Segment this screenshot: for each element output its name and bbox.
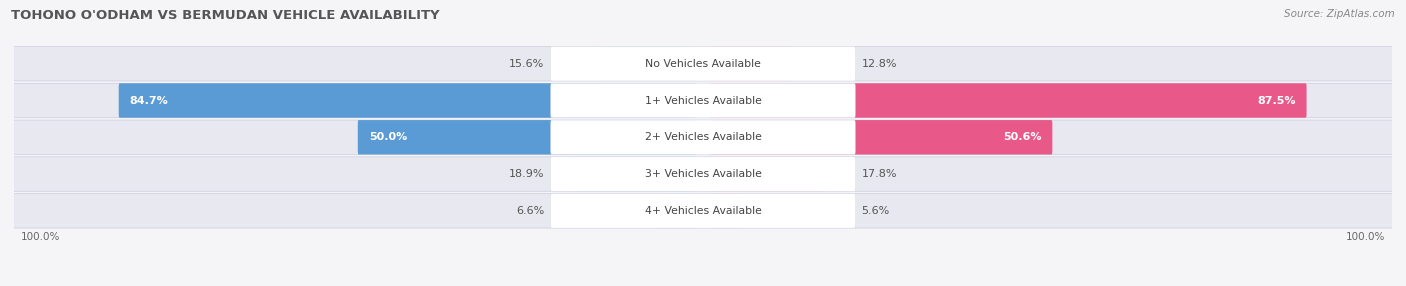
FancyBboxPatch shape [551, 157, 855, 191]
Text: 87.5%: 87.5% [1257, 96, 1295, 106]
FancyBboxPatch shape [710, 194, 742, 228]
Text: 50.6%: 50.6% [1002, 132, 1042, 142]
FancyBboxPatch shape [551, 194, 855, 228]
Text: No Vehicles Available: No Vehicles Available [645, 59, 761, 69]
Text: 5.6%: 5.6% [862, 206, 890, 216]
FancyBboxPatch shape [13, 194, 1393, 228]
Text: 84.7%: 84.7% [129, 96, 169, 106]
FancyBboxPatch shape [13, 47, 1393, 81]
Text: 1+ Vehicles Available: 1+ Vehicles Available [644, 96, 762, 106]
Text: 100.0%: 100.0% [21, 232, 60, 242]
Text: 18.9%: 18.9% [509, 169, 544, 179]
FancyBboxPatch shape [710, 157, 827, 191]
Text: 50.0%: 50.0% [368, 132, 408, 142]
FancyBboxPatch shape [551, 120, 855, 154]
FancyBboxPatch shape [710, 120, 1052, 154]
Text: 4+ Vehicles Available: 4+ Vehicles Available [644, 206, 762, 216]
Text: 6.6%: 6.6% [516, 206, 544, 216]
FancyBboxPatch shape [551, 47, 855, 81]
Text: 17.8%: 17.8% [862, 169, 897, 179]
FancyBboxPatch shape [657, 194, 696, 228]
Text: Source: ZipAtlas.com: Source: ZipAtlas.com [1284, 9, 1395, 19]
Text: 12.8%: 12.8% [862, 59, 897, 69]
FancyBboxPatch shape [710, 47, 792, 81]
FancyBboxPatch shape [595, 47, 696, 81]
Text: 100.0%: 100.0% [1346, 232, 1385, 242]
FancyBboxPatch shape [118, 83, 696, 118]
FancyBboxPatch shape [13, 157, 1393, 191]
Text: 3+ Vehicles Available: 3+ Vehicles Available [644, 169, 762, 179]
FancyBboxPatch shape [13, 83, 1393, 118]
Text: 2+ Vehicles Available: 2+ Vehicles Available [644, 132, 762, 142]
Text: TOHONO O'ODHAM VS BERMUDAN VEHICLE AVAILABILITY: TOHONO O'ODHAM VS BERMUDAN VEHICLE AVAIL… [11, 9, 440, 21]
FancyBboxPatch shape [551, 83, 855, 118]
FancyBboxPatch shape [357, 120, 696, 154]
FancyBboxPatch shape [710, 83, 1306, 118]
FancyBboxPatch shape [572, 157, 696, 191]
FancyBboxPatch shape [13, 120, 1393, 154]
Text: 15.6%: 15.6% [509, 59, 544, 69]
